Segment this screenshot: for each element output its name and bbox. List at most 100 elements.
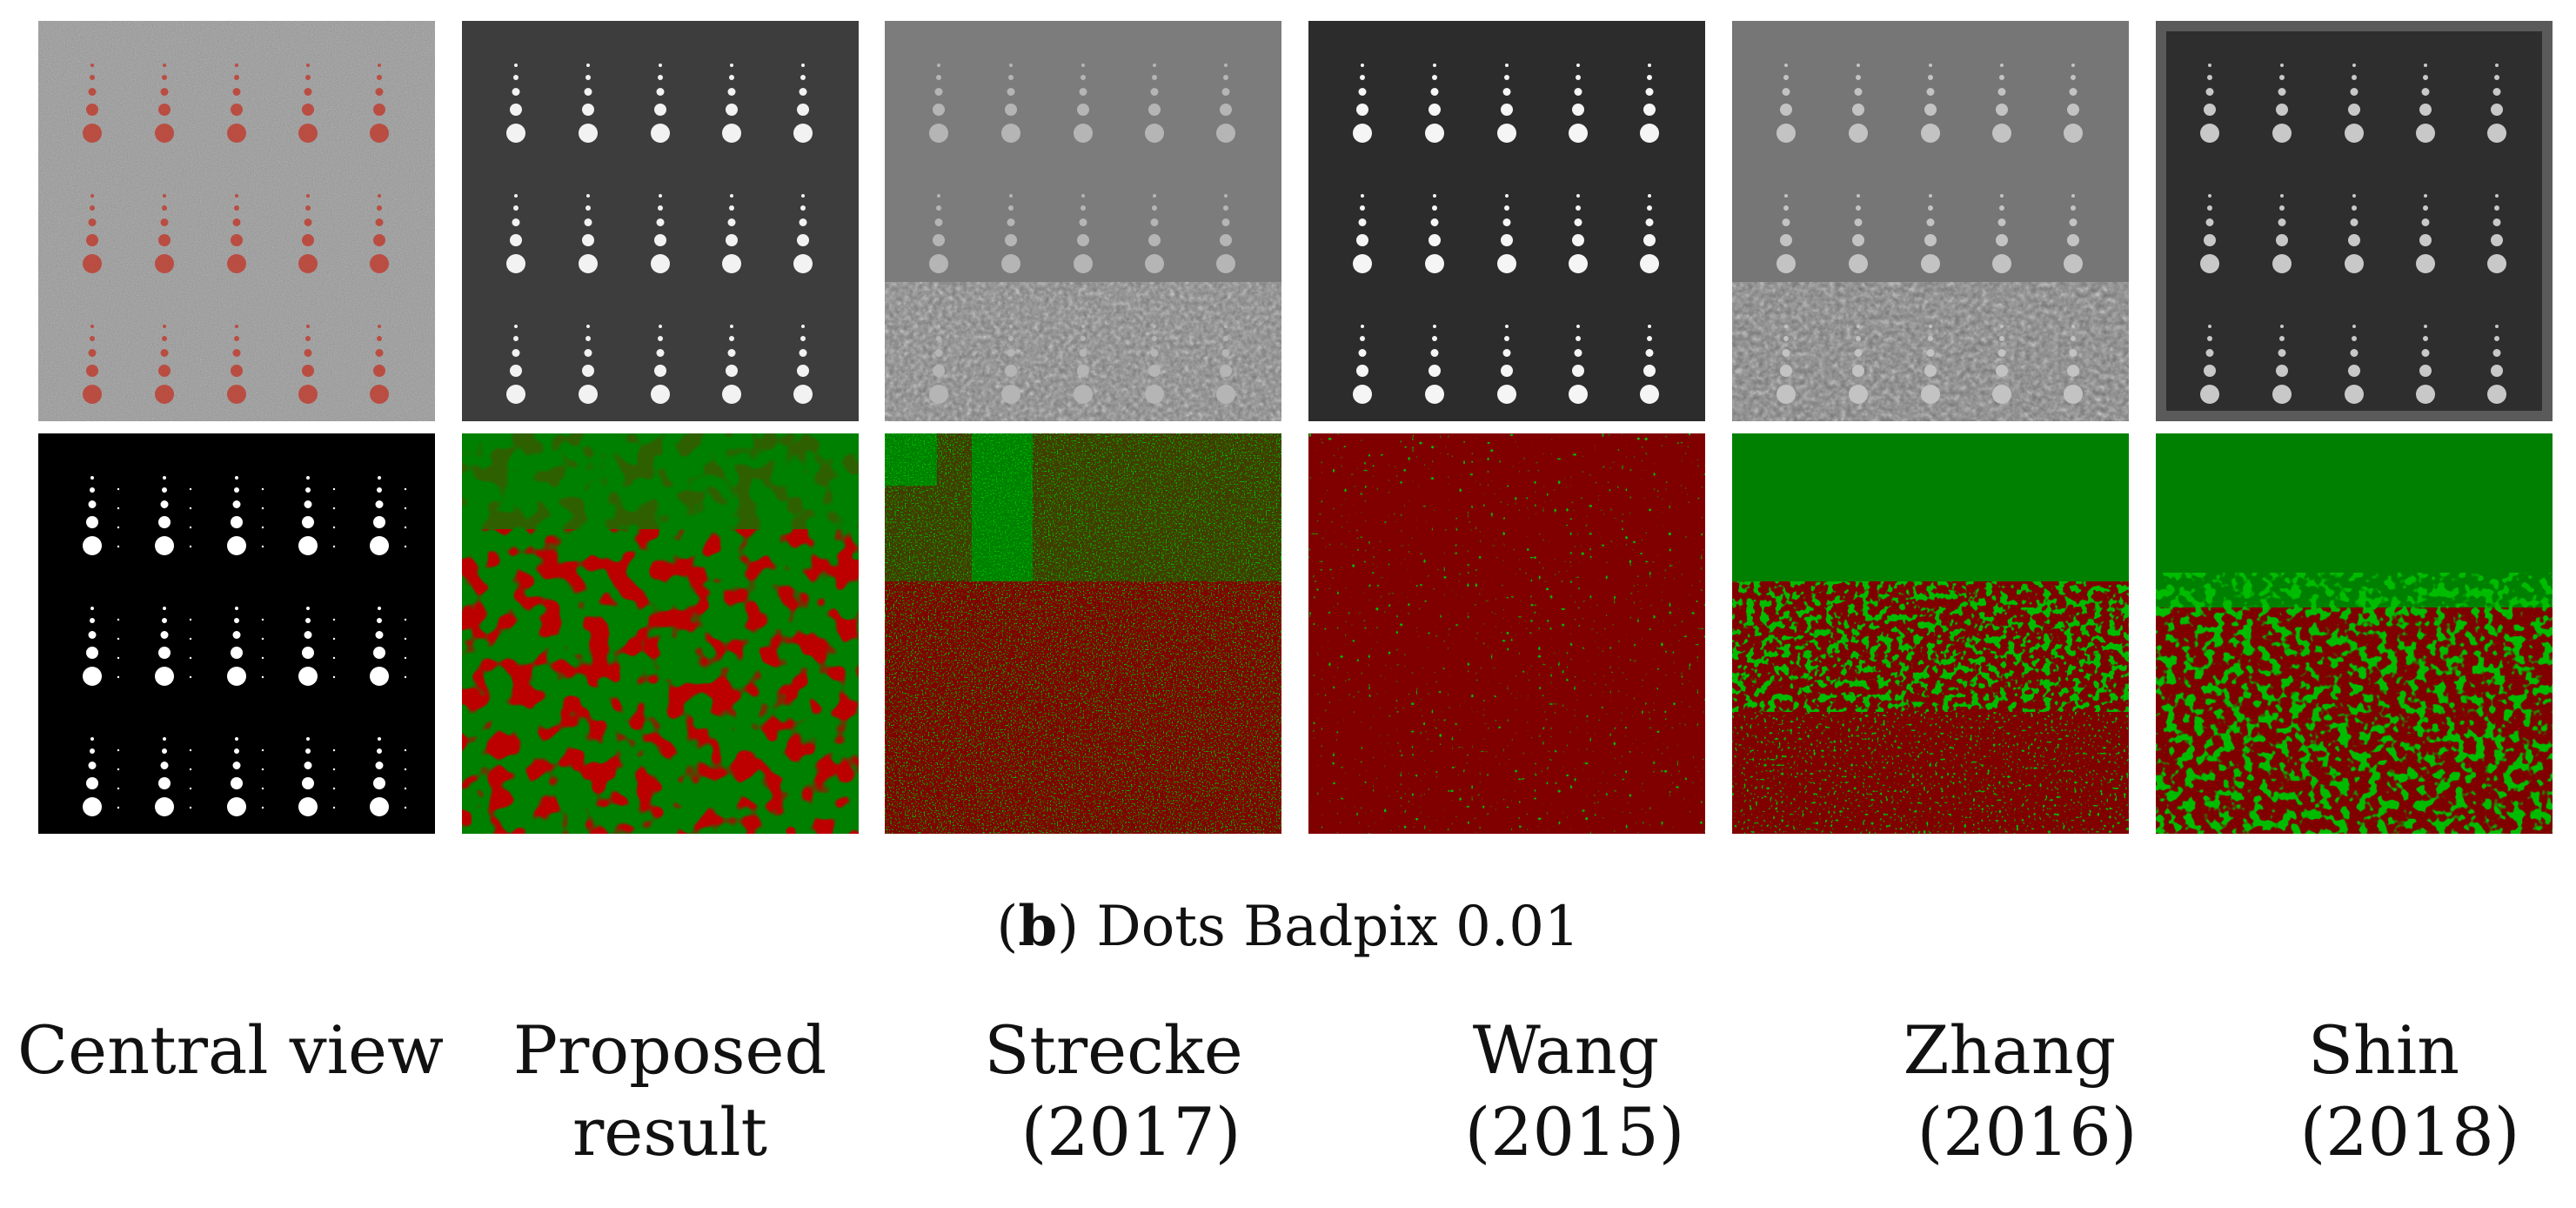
micro-dot bbox=[332, 675, 336, 679]
dot bbox=[377, 205, 382, 211]
dot bbox=[158, 647, 171, 659]
dot bbox=[2069, 218, 2078, 226]
dot bbox=[727, 349, 736, 357]
dot bbox=[584, 88, 592, 96]
dot bbox=[2071, 64, 2075, 67]
dot bbox=[729, 205, 734, 211]
strecke-badpix-image bbox=[885, 433, 1281, 834]
dot bbox=[1647, 75, 1652, 80]
column-label-line2: (2016) bbox=[1917, 1093, 2138, 1171]
micro-dot bbox=[404, 806, 407, 809]
dot bbox=[1576, 336, 1581, 341]
dot bbox=[2345, 254, 2364, 273]
dot bbox=[2276, 104, 2288, 116]
wang-badpix-image bbox=[1308, 433, 1705, 834]
dot bbox=[1361, 194, 1364, 198]
dot bbox=[375, 631, 384, 639]
dot bbox=[235, 476, 238, 480]
dot bbox=[2492, 218, 2501, 226]
dot bbox=[654, 234, 666, 246]
dot bbox=[1358, 218, 1367, 226]
dot bbox=[1574, 349, 1582, 357]
dot bbox=[232, 349, 241, 357]
dot bbox=[232, 762, 241, 769]
dot bbox=[88, 349, 97, 357]
micro-dot bbox=[404, 618, 407, 621]
dot bbox=[658, 75, 663, 80]
dot bbox=[579, 385, 598, 404]
dot bbox=[1425, 385, 1444, 404]
dot bbox=[1148, 104, 1161, 116]
dot bbox=[1153, 194, 1156, 198]
dot bbox=[1356, 104, 1368, 116]
dot bbox=[1784, 325, 1788, 328]
micro-dot bbox=[117, 806, 120, 809]
dot bbox=[1849, 254, 1868, 273]
dot bbox=[377, 75, 382, 80]
dot bbox=[90, 748, 95, 754]
dot bbox=[2487, 254, 2506, 273]
dot bbox=[227, 254, 246, 273]
dot bbox=[160, 631, 169, 639]
dot bbox=[1152, 336, 1157, 341]
dot bbox=[2279, 336, 2285, 341]
dot bbox=[302, 647, 314, 659]
zhang-badpix-panel bbox=[1732, 433, 2129, 834]
dot bbox=[304, 88, 312, 96]
dot bbox=[2348, 104, 2360, 116]
strecke-badpix-panel bbox=[885, 433, 1281, 834]
dot bbox=[88, 631, 97, 639]
dot bbox=[729, 75, 734, 80]
column-label-zhang: Zhang (2016) bbox=[1818, 1010, 2201, 1173]
dot bbox=[90, 476, 94, 480]
dot bbox=[929, 385, 948, 404]
dot bbox=[234, 748, 239, 754]
dot bbox=[155, 667, 174, 686]
dot bbox=[1433, 325, 1436, 328]
dot bbox=[1224, 194, 1228, 198]
wang-badpix-panel bbox=[1308, 433, 1705, 834]
micro-dot bbox=[117, 675, 120, 679]
dot bbox=[235, 325, 238, 328]
dot bbox=[2278, 218, 2286, 226]
dot bbox=[2278, 349, 2286, 357]
dot bbox=[298, 385, 318, 404]
micro-dot bbox=[404, 787, 407, 790]
dot bbox=[2352, 325, 2356, 328]
dot bbox=[512, 218, 520, 226]
micro-dot bbox=[261, 806, 264, 809]
dot bbox=[934, 88, 943, 96]
dot bbox=[1849, 124, 1868, 143]
dot bbox=[730, 194, 733, 198]
dot bbox=[1924, 104, 1937, 116]
dot bbox=[90, 487, 95, 493]
dot bbox=[2423, 336, 2428, 341]
dot bbox=[90, 205, 95, 211]
dot bbox=[305, 205, 311, 211]
dot bbox=[722, 385, 741, 404]
dot bbox=[1784, 194, 1788, 198]
dot bbox=[1008, 75, 1014, 80]
dot bbox=[726, 365, 738, 377]
dot bbox=[1928, 75, 1933, 80]
dot bbox=[1854, 88, 1863, 96]
dot bbox=[1361, 64, 1364, 67]
dot bbox=[2494, 205, 2499, 211]
dot bbox=[512, 88, 520, 96]
dot bbox=[1569, 124, 1588, 143]
dot bbox=[377, 336, 382, 341]
dot bbox=[1780, 234, 1792, 246]
dot bbox=[298, 797, 318, 816]
dot bbox=[1784, 64, 1788, 67]
dot bbox=[373, 104, 385, 116]
dot bbox=[1152, 205, 1157, 211]
dot bbox=[2000, 194, 2004, 198]
dot bbox=[163, 194, 166, 198]
ground-truth-dots-image bbox=[38, 433, 435, 834]
dot bbox=[1009, 194, 1013, 198]
dot bbox=[937, 64, 940, 67]
dot bbox=[1501, 234, 1513, 246]
micro-dot bbox=[117, 618, 120, 621]
dot bbox=[2272, 385, 2292, 404]
dot bbox=[2071, 325, 2075, 328]
